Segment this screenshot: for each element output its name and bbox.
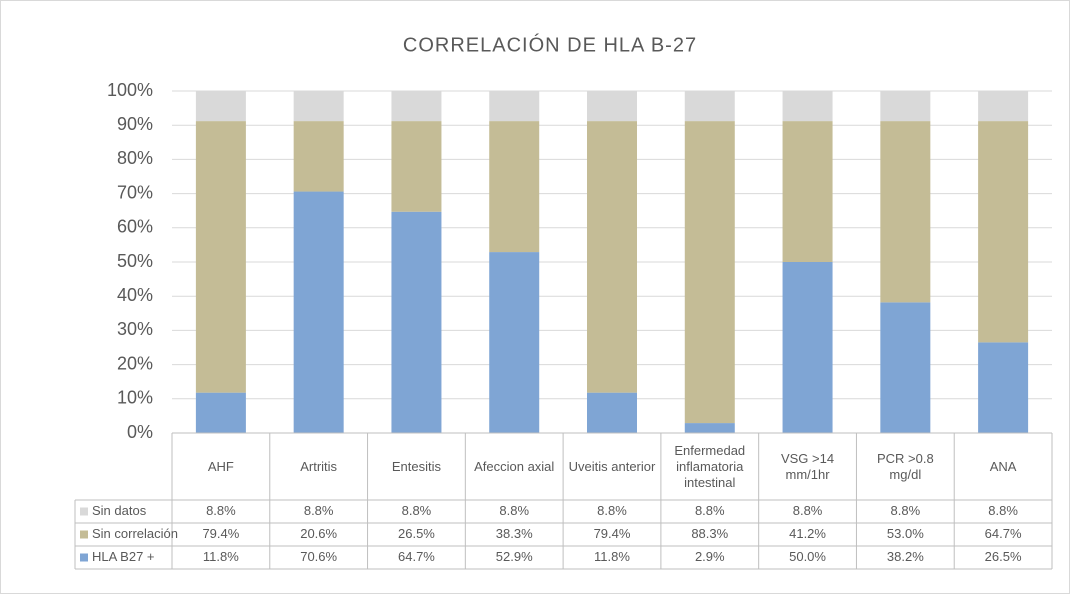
data-label: 38.2%	[887, 549, 924, 564]
data-label: 52.9%	[496, 549, 533, 564]
legend-swatch	[80, 507, 88, 516]
x-tick-label: Entesitis	[391, 458, 441, 474]
x-tick-label: Artritis	[300, 458, 338, 474]
category-cell: ANA	[989, 458, 1017, 474]
data-label: 64.7%	[398, 549, 435, 564]
y-tick-label: 30%	[117, 319, 153, 339]
x-tick-label: PCR >0.8 mg/dl	[876, 450, 934, 482]
bar-segment	[880, 91, 931, 122]
y-tick-label: 10%	[117, 388, 153, 408]
data-label: 70.6%	[300, 549, 337, 564]
y-tick-label: 90%	[117, 114, 153, 134]
y-tick-label: 70%	[117, 182, 153, 202]
data-label: 8.8%	[499, 503, 529, 518]
bar-segment	[684, 423, 735, 433]
y-tick-label: 60%	[117, 217, 153, 237]
bar-segment	[489, 121, 540, 253]
bar-segment	[391, 91, 442, 122]
bar-segment	[293, 191, 344, 433]
bar-segment	[880, 302, 931, 433]
y-tick-label: 80%	[117, 148, 153, 168]
data-label: 8.8%	[695, 503, 725, 518]
bar-segment	[978, 121, 1029, 343]
data-label: 41.2%	[789, 526, 826, 541]
category-cell: Entesitis	[391, 458, 441, 474]
data-label: 2.9%	[695, 549, 725, 564]
bar-segment	[489, 91, 540, 122]
bar-segment	[391, 211, 442, 433]
bar-segment	[684, 91, 735, 122]
data-label: 20.6%	[300, 526, 337, 541]
category-cell: AHF	[207, 458, 234, 474]
x-tick-label: ANA	[989, 458, 1017, 474]
y-tick-label: 0%	[127, 422, 153, 442]
data-label: 8.8%	[597, 503, 627, 518]
category-cell: Enfermedad inflamatoria intestinal	[674, 442, 746, 490]
category-cell: Afeccion axial	[474, 458, 555, 474]
data-label: 38.3%	[496, 526, 533, 541]
data-label: 11.8%	[203, 549, 239, 564]
x-tick-label: AHF	[207, 458, 234, 474]
data-label: 8.8%	[988, 503, 1018, 518]
data-label: 64.7%	[985, 526, 1022, 541]
data-label: 8.8%	[206, 503, 236, 518]
bar-segment	[195, 392, 246, 433]
data-label: 50.0%	[789, 549, 826, 564]
data-label: 8.8%	[402, 503, 432, 518]
bar-segment	[782, 262, 833, 433]
bar-segment	[587, 121, 637, 393]
data-label: 79.4%	[202, 526, 239, 541]
x-tick-label: Enfermedad inflamatoria intestinal	[674, 442, 746, 490]
bar-segment	[782, 121, 833, 262]
bar-segment	[978, 91, 1029, 122]
legend-label: Sin datos	[92, 503, 147, 518]
bar-segment	[978, 342, 1029, 433]
category-cell: PCR >0.8 mg/dl	[876, 450, 934, 482]
bar-segment	[587, 91, 637, 122]
y-tick-label: 20%	[117, 353, 153, 373]
chart-title: CORRELACIÓN DE HLA B-27	[403, 33, 697, 56]
category-cell: Artritis	[300, 458, 338, 474]
bar-segment	[489, 252, 540, 433]
bar-segment	[587, 392, 637, 433]
data-label: 8.8%	[793, 503, 823, 518]
y-tick-label: 40%	[117, 285, 153, 305]
bar-segment	[684, 121, 735, 424]
bar-segment	[293, 121, 344, 192]
data-label: 8.8%	[304, 503, 334, 518]
category-cell: Uveitis anterior	[568, 458, 656, 474]
data-label: 53.0%	[887, 526, 924, 541]
bar-segment	[880, 121, 931, 303]
category-cell: VSG >14 mm/1hr	[780, 450, 835, 482]
legend-label: Sin correlación	[92, 526, 178, 541]
x-tick-label: Afeccion axial	[474, 458, 555, 474]
bar-segment	[391, 121, 442, 212]
data-label: 26.5%	[985, 549, 1022, 564]
x-tick-label: Uveitis anterior	[568, 458, 656, 474]
data-label: 88.3%	[691, 526, 728, 541]
y-tick-label: 50%	[117, 251, 153, 271]
bar-segment	[782, 91, 833, 122]
bar-segment	[195, 121, 246, 393]
legend-swatch	[80, 530, 88, 539]
legend-label: HLA B27 +	[92, 549, 155, 564]
bar-segment	[195, 91, 246, 122]
data-label: 79.4%	[594, 526, 631, 541]
data-label: 26.5%	[398, 526, 435, 541]
legend-swatch	[80, 553, 88, 562]
y-tick-label: 100%	[107, 80, 153, 100]
data-label: 11.8%	[594, 549, 630, 564]
bar-segment	[293, 91, 344, 122]
x-tick-label: VSG >14 mm/1hr	[780, 450, 835, 482]
data-label: 8.8%	[891, 503, 921, 518]
